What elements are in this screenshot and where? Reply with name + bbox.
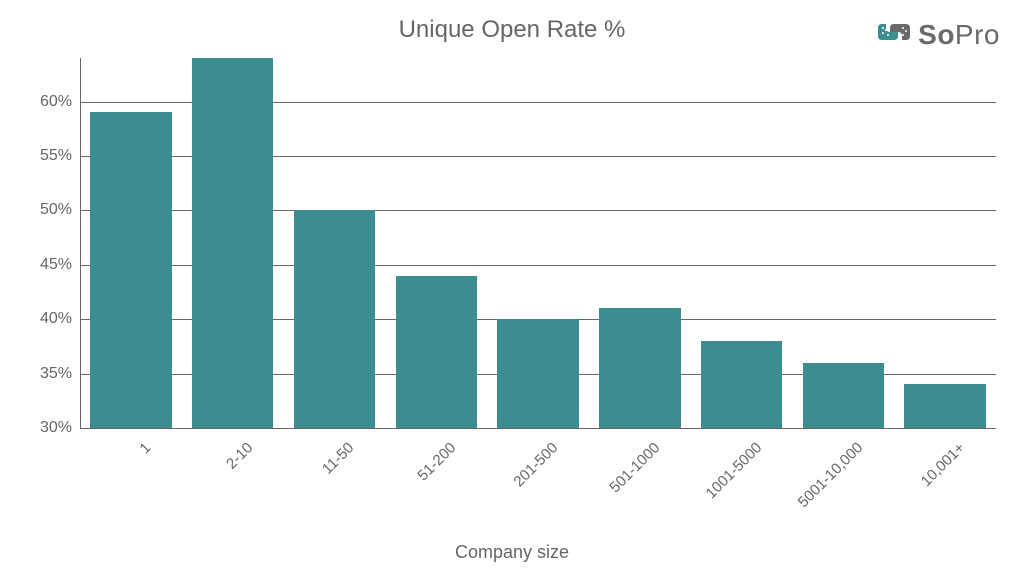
bar xyxy=(904,384,985,428)
x-axis-tick-label: 5001-10,000 xyxy=(788,432,867,511)
x-axis-tick-label: 11-50 xyxy=(312,432,357,477)
bar-slot: 10,001+ xyxy=(894,58,996,428)
x-axis-tick-label: 501-1000 xyxy=(599,432,663,496)
bar xyxy=(803,363,884,428)
y-axis-tick-label: 50% xyxy=(40,201,80,219)
y-axis-tick-label: 35% xyxy=(40,365,80,383)
chart-container: Unique Open Rate % SoPro 12-1011-5051-20… xyxy=(0,0,1024,578)
chart-title: Unique Open Rate % xyxy=(0,16,1024,44)
brand-logo: SoPro xyxy=(876,14,1000,55)
bar xyxy=(599,308,680,428)
x-axis-tick-label: 10,001+ xyxy=(911,432,969,490)
bar xyxy=(192,58,273,428)
x-axis-tick-label: 1001-5000 xyxy=(695,432,765,502)
bar xyxy=(497,319,578,428)
x-axis-tick-label: 201-500 xyxy=(503,432,561,490)
y-axis-tick-label: 60% xyxy=(40,93,80,111)
bars-group: 12-1011-5051-200201-500501-10001001-5000… xyxy=(80,58,996,428)
bar-slot: 51-200 xyxy=(385,58,487,428)
bar-slot: 5001-10,000 xyxy=(792,58,894,428)
bar-slot: 1 xyxy=(80,58,182,428)
y-axis-tick-label: 30% xyxy=(40,419,80,437)
bar xyxy=(701,341,782,428)
plot-area: 12-1011-5051-200201-500501-10001001-5000… xyxy=(80,58,996,428)
x-axis-title: Company size xyxy=(0,542,1024,563)
bar xyxy=(294,210,375,428)
x-axis-tick-label: 2-10 xyxy=(216,432,256,472)
bar-slot: 2-10 xyxy=(182,58,284,428)
y-axis-tick-label: 55% xyxy=(40,147,80,165)
logo-icon xyxy=(876,14,912,55)
y-axis-tick-label: 45% xyxy=(40,256,80,274)
gridline xyxy=(80,428,996,429)
bar-slot: 201-500 xyxy=(487,58,589,428)
x-axis-tick-label: 1 xyxy=(129,432,154,457)
bar-slot: 1001-5000 xyxy=(691,58,793,428)
bar xyxy=(396,276,477,428)
bar xyxy=(90,112,171,428)
y-axis-tick-label: 40% xyxy=(40,310,80,328)
bar-slot: 501-1000 xyxy=(589,58,691,428)
bar-slot: 11-50 xyxy=(284,58,386,428)
logo-text: SoPro xyxy=(918,19,1000,51)
x-axis-tick-label: 51-200 xyxy=(407,432,459,484)
